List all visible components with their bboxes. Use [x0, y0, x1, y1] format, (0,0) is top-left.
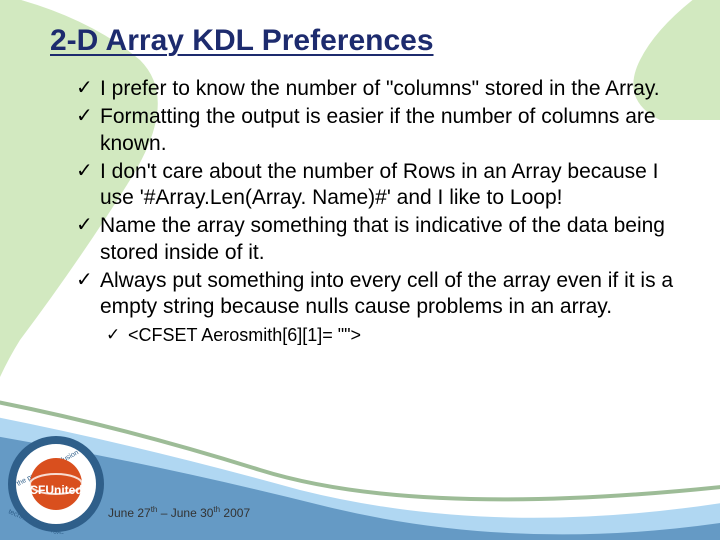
bullet-item: I don't care about the number of Rows in…: [76, 159, 676, 212]
bullet-item: Formatting the output is easier if the n…: [76, 104, 676, 157]
bullet-item: I prefer to know the number of "columns"…: [76, 76, 676, 102]
main-bullet-list: I prefer to know the number of "columns"…: [56, 76, 676, 320]
bullet-item: Name the array something that is indicat…: [76, 213, 676, 266]
svg-text:CFUnited: CFUnited: [29, 483, 82, 497]
sub-bullet-item: <CFSET Aerosmith[6][1]= "">: [106, 324, 676, 347]
slide-title: 2-D Array KDL Preferences: [50, 24, 676, 58]
sub-bullet-list: <CFSET Aerosmith[6][1]= "">: [56, 324, 676, 347]
footer-date: June 27th – June 30th 2007: [108, 505, 250, 520]
bullet-item: Always put something into every cell of …: [76, 268, 676, 321]
cfunited-logo: the premier coldfusion technical confere…: [6, 434, 106, 534]
